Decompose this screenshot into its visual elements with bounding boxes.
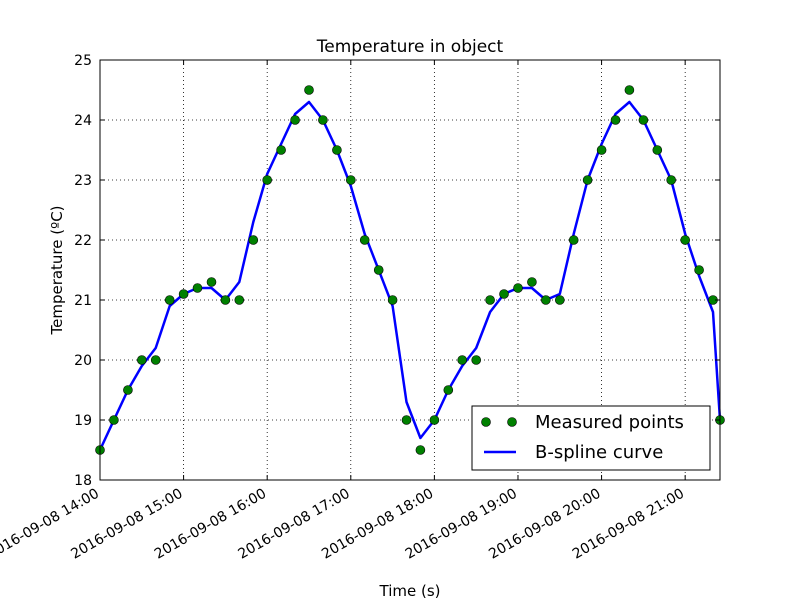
y-axis-title: Temperature (ºC) (48, 205, 66, 335)
measured-point (457, 355, 468, 365)
series-line-layer (98, 100, 722, 451)
y-tick-label: 25 (74, 53, 92, 69)
measured-point (638, 115, 649, 125)
y-tick-labels: 18 19 20 21 22 23 24 25 (74, 53, 92, 489)
measured-point (415, 445, 426, 455)
measured-point (123, 385, 133, 395)
measured-point (443, 385, 454, 395)
measured-point (499, 289, 509, 299)
measured-point (401, 415, 412, 425)
measured-point (554, 295, 565, 305)
measured-point (164, 295, 175, 305)
measured-point (694, 265, 704, 275)
axis-ticks (99, 59, 720, 481)
legend-label-bspline: B-spline curve (535, 442, 663, 463)
measured-point (137, 355, 147, 365)
measured-point (178, 289, 189, 299)
measured-point (345, 175, 356, 185)
y-tick-label: 21 (74, 293, 92, 309)
measured-point (527, 277, 537, 287)
measured-point (234, 295, 245, 305)
measured-point (359, 235, 370, 245)
measured-point (610, 115, 621, 125)
measured-point (262, 175, 273, 185)
measured-point (652, 145, 663, 155)
chart-title: Temperature in object (316, 37, 504, 57)
measured-point (485, 295, 495, 305)
measured-point (429, 415, 440, 425)
measured-point (387, 295, 398, 305)
measured-point (206, 277, 217, 287)
measured-point (596, 145, 607, 155)
y-tick-label: 18 (74, 473, 92, 489)
measured-point (318, 115, 328, 125)
measured-point (568, 235, 579, 245)
y-tick-label: 23 (74, 173, 92, 189)
measured-point (582, 175, 593, 185)
measured-point (248, 235, 259, 245)
legend-label-measured: Measured points (535, 412, 684, 433)
bspline-curve-line (98, 100, 722, 451)
measured-point (150, 355, 161, 365)
legend-marker-measured-a (481, 417, 491, 427)
measured-point (513, 283, 523, 293)
measured-point (540, 295, 551, 305)
measured-point (290, 115, 300, 125)
y-tick-label: 22 (74, 233, 92, 249)
legend-marker-measured-b (507, 417, 517, 427)
measured-point (373, 265, 384, 275)
x-axis-title: Time (s) (379, 582, 441, 600)
measured-point (471, 355, 482, 365)
measured-point (680, 235, 691, 245)
measured-point (332, 145, 342, 155)
measured-point (624, 85, 635, 95)
y-tick-label: 19 (74, 413, 92, 429)
measured-point (220, 295, 231, 305)
measured-point (192, 283, 203, 293)
legend: Measured points B-spline curve (471, 405, 711, 471)
measured-point (666, 175, 677, 185)
y-tick-label: 24 (74, 113, 92, 129)
measured-point (304, 85, 314, 95)
measured-point (109, 415, 119, 425)
series-marker-layer (95, 85, 725, 455)
y-tick-label: 20 (74, 353, 92, 369)
plot-frame (99, 59, 721, 481)
legend-box (471, 405, 711, 471)
measured-point (276, 145, 286, 155)
